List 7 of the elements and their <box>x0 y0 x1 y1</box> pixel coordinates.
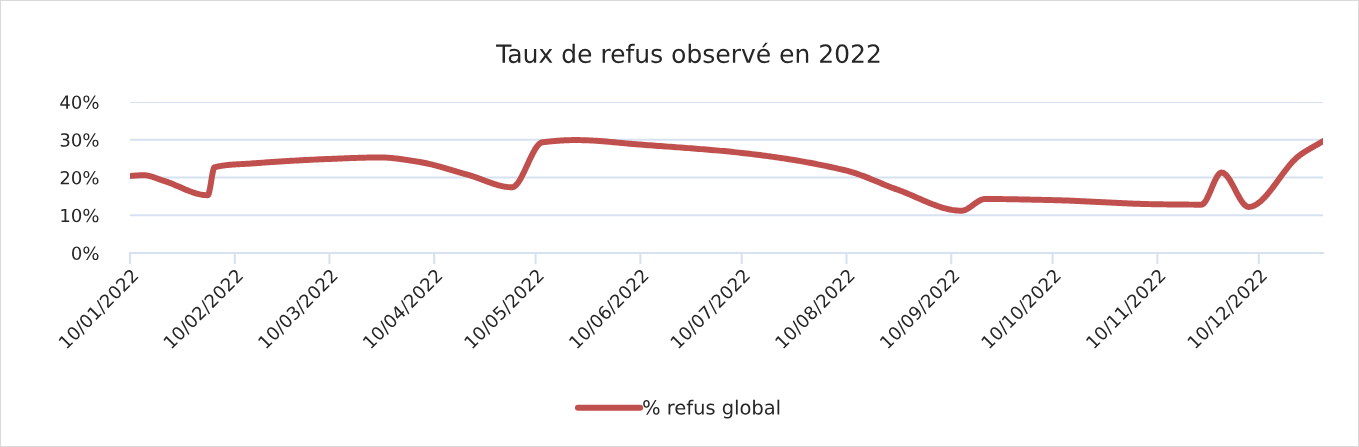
chart-title: Taux de refus observé en 2022 <box>496 42 880 64</box>
y-tick-label: 40% <box>60 95 99 110</box>
legend-label: % refus global <box>643 399 780 419</box>
y-tick-label: 0% <box>72 246 99 261</box>
y-tick-label: 30% <box>60 133 99 147</box>
y-tick-label: 10% <box>61 208 99 223</box>
y-tick-label: 20% <box>60 170 99 185</box>
